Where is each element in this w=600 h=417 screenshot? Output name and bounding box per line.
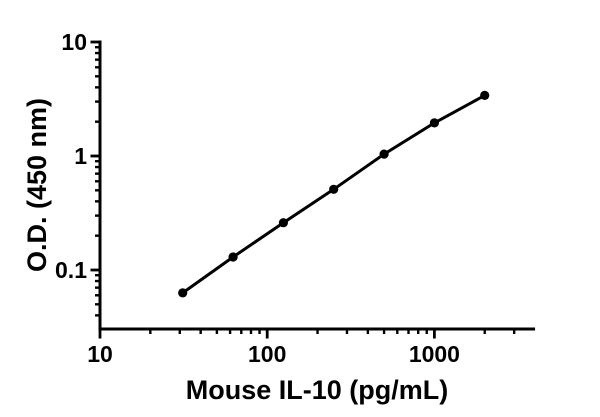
x-tick-label: 1000: [409, 341, 460, 367]
data-point-marker: [329, 184, 339, 194]
data-point-marker: [178, 288, 188, 298]
x-tick-label: 100: [248, 341, 286, 367]
y-tick-label: 10: [61, 29, 87, 55]
y-axis-title: O.D. (450 nm): [22, 98, 52, 272]
x-tick-label: 10: [87, 341, 113, 367]
tick-layer: 10 100 1000 0.1 1 10: [55, 29, 516, 367]
curve-layer: [178, 90, 490, 298]
data-point-marker: [379, 149, 389, 159]
axis-layer: [98, 40, 536, 331]
x-axis-title: Mouse IL-10 (pg/mL): [186, 375, 449, 405]
data-point-marker: [228, 252, 238, 262]
standard-curve-line: [181, 93, 487, 295]
data-point-marker: [429, 118, 439, 128]
data-point-marker: [278, 218, 288, 228]
y-tick-label: 0.1: [55, 257, 87, 283]
y-tick-label: 1: [74, 143, 87, 169]
data-point-marker: [480, 90, 490, 100]
